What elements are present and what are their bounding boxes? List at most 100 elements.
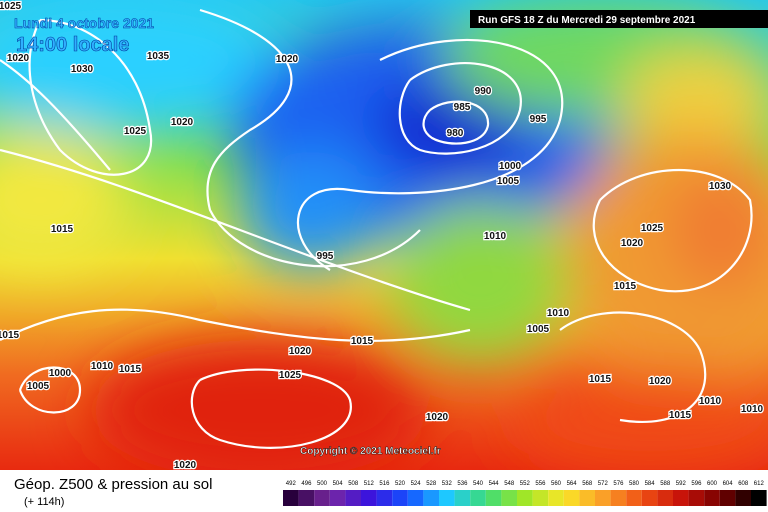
colorbar-label: 576 bbox=[613, 481, 624, 487]
color-swatch bbox=[610, 490, 627, 506]
color-swatch bbox=[548, 490, 564, 506]
color-swatch bbox=[626, 490, 642, 506]
color-swatch bbox=[532, 490, 549, 506]
color-swatch bbox=[392, 490, 408, 506]
isobar-label: 1010 bbox=[91, 361, 114, 372]
colorbar-label: 556 bbox=[535, 481, 546, 487]
colorbar-label: 552 bbox=[520, 481, 531, 487]
isobar-label: 1005 bbox=[27, 381, 50, 392]
colorbar-label: 524 bbox=[411, 481, 422, 487]
colorbar-label: 612 bbox=[754, 481, 765, 487]
isobar-label: 1010 bbox=[547, 308, 570, 319]
isobar-label: 1020 bbox=[621, 238, 644, 249]
colorbar-label: 500 bbox=[317, 481, 328, 487]
color-swatch bbox=[704, 490, 720, 506]
isobar-label: 1010 bbox=[484, 231, 507, 242]
color-swatch bbox=[423, 490, 439, 506]
isobars bbox=[0, 8, 753, 449]
color-swatch bbox=[283, 490, 299, 506]
forecast-date: Lundi 4 octobre 2021 bbox=[14, 15, 154, 31]
isobar-label: 990 bbox=[475, 86, 492, 97]
colorbar-label: 584 bbox=[645, 481, 656, 487]
isobar-label: 1000 bbox=[499, 161, 522, 172]
isobar-label: 1005 bbox=[497, 176, 520, 187]
legend-lead: (+ 114h) bbox=[24, 496, 64, 508]
colorbar-label: 564 bbox=[567, 481, 578, 487]
colorbar-label: 508 bbox=[348, 481, 359, 487]
colorbar-label: 544 bbox=[489, 481, 500, 487]
colorbar-label: 608 bbox=[738, 481, 749, 487]
isobar-label: 1020 bbox=[7, 53, 30, 64]
color-swatch bbox=[345, 490, 361, 506]
color-swatch bbox=[673, 490, 689, 506]
colorbar-label: 532 bbox=[442, 481, 453, 487]
colorbar-label: 540 bbox=[473, 481, 484, 487]
run-banner bbox=[470, 10, 768, 28]
color-swatch bbox=[641, 490, 658, 506]
colorbar-label: 516 bbox=[379, 481, 390, 487]
isobar-label: 1020 bbox=[649, 376, 672, 387]
isobar-label: 1010 bbox=[699, 396, 722, 407]
isobar-label: 1015 bbox=[351, 336, 374, 347]
isobar-label: 995 bbox=[530, 114, 547, 125]
isobar-label: 1025 bbox=[124, 126, 147, 137]
color-swatch bbox=[735, 490, 751, 506]
color-swatch bbox=[688, 490, 705, 506]
isobar-label: 1000 bbox=[49, 368, 72, 379]
isobar-label: 1020 bbox=[171, 117, 194, 128]
color-swatch bbox=[407, 490, 424, 506]
colorbar-label: 536 bbox=[457, 481, 468, 487]
isobar-label: 1020 bbox=[426, 412, 449, 423]
isobar-label: 1020 bbox=[276, 54, 299, 65]
colorbar-label: 512 bbox=[364, 481, 375, 487]
isobar-label: 995 bbox=[317, 251, 334, 262]
isobar-label: 1005 bbox=[527, 324, 550, 335]
colorbar-label: 568 bbox=[582, 481, 593, 487]
color-swatch bbox=[751, 490, 767, 506]
colorbar-label: 504 bbox=[333, 481, 344, 487]
colorbar-label: 496 bbox=[301, 481, 312, 487]
copyright: Copyright © 2021 Meteociel.fr bbox=[300, 446, 441, 457]
isobar-label: 980 bbox=[447, 128, 464, 139]
colorbar-label: 528 bbox=[426, 481, 437, 487]
color-swatch bbox=[376, 490, 393, 506]
colorbar-label: 592 bbox=[676, 481, 687, 487]
colorbar-label: 520 bbox=[395, 481, 406, 487]
isobar-label: 1015 bbox=[614, 281, 637, 292]
colorbar: 492 496 500 504 508 512 516 520 524 528 532 536 540 5… bbox=[283, 481, 767, 506]
colorbar-label: 596 bbox=[691, 481, 702, 487]
isobar-label: 1030 bbox=[709, 181, 732, 192]
isobar-label: 1010 bbox=[741, 404, 764, 415]
colorbar-label: 560 bbox=[551, 481, 562, 487]
isobar-label: 985 bbox=[454, 102, 471, 113]
background-field bbox=[0, 0, 768, 480]
color-swatch bbox=[501, 490, 517, 506]
isobar-label: 1015 bbox=[51, 224, 74, 235]
color-swatch bbox=[517, 490, 533, 506]
color-swatch bbox=[361, 490, 377, 506]
isobar-label: 1020 bbox=[174, 460, 197, 471]
isobar-label: 1020 bbox=[289, 346, 312, 357]
color-swatch bbox=[719, 490, 736, 506]
colorbar-label: 492 bbox=[286, 481, 297, 487]
color-swatch bbox=[298, 490, 315, 506]
color-swatch bbox=[439, 490, 455, 506]
color-swatch bbox=[595, 490, 611, 506]
isobar-label: 1015 bbox=[0, 330, 20, 341]
colorbar-label: 580 bbox=[629, 481, 640, 487]
colorbar-label: 604 bbox=[723, 481, 734, 487]
colorbar-label: 600 bbox=[707, 481, 718, 487]
color-swatch bbox=[314, 490, 330, 506]
isobar-label: 1015 bbox=[119, 364, 142, 375]
colorbar-label: 548 bbox=[504, 481, 515, 487]
run-text: Run GFS 18 Z du Mercredi 29 septembre 20… bbox=[478, 15, 696, 26]
color-swatch bbox=[563, 490, 580, 506]
isobar-label: 1025 bbox=[279, 370, 302, 381]
color-swatch bbox=[470, 490, 486, 506]
legend-title: Géop. Z500 & pression au sol bbox=[14, 476, 212, 493]
isobar-label: 1035 bbox=[147, 51, 170, 62]
color-swatch bbox=[657, 490, 673, 506]
color-swatch bbox=[485, 490, 502, 506]
